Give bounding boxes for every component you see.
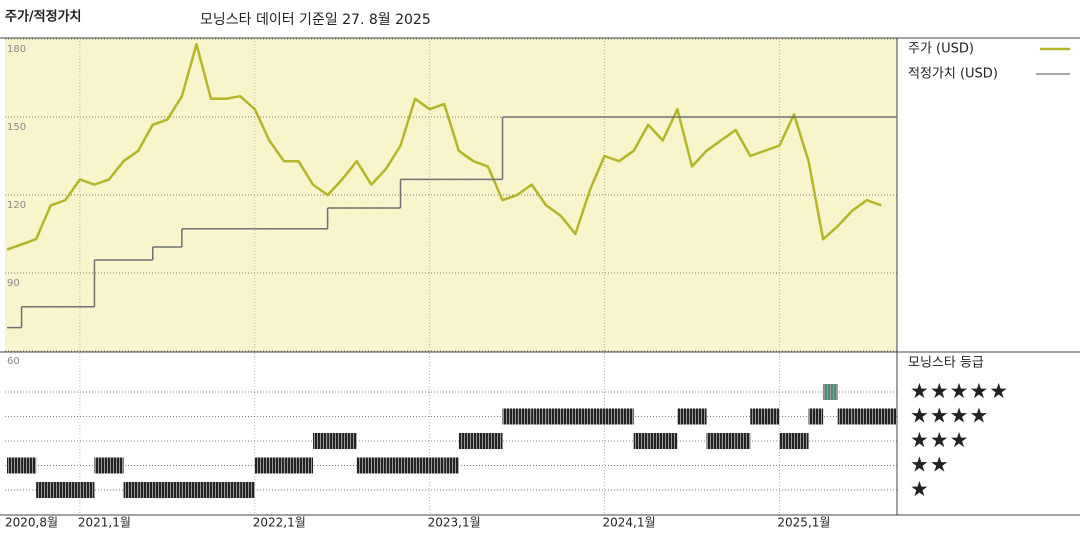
- rating-bar: [648, 433, 663, 449]
- rating-bar: [502, 408, 518, 425]
- x-tick-label: 2022,1월: [253, 516, 306, 530]
- rating-title: 모닝스타 등급: [908, 356, 984, 371]
- rating-bar: [662, 433, 678, 449]
- rating-level-label: ★★: [910, 453, 950, 477]
- rating-bar: [94, 457, 110, 474]
- rating-bar: [79, 482, 95, 498]
- rating-bar: [444, 457, 459, 474]
- x-tick-label: 2020,8월: [5, 516, 58, 530]
- rating-bar: [633, 433, 649, 449]
- rating-bar: [852, 408, 867, 425]
- rating-bar: [196, 482, 212, 498]
- rating-bar: [327, 433, 343, 449]
- rating-bar: [7, 457, 22, 474]
- rating-bar: [269, 457, 284, 474]
- rating-bar: [735, 433, 751, 449]
- rating-bar: [604, 408, 620, 425]
- rating-bar: [677, 408, 692, 425]
- rating-bar: [517, 408, 532, 425]
- legend-label: 주가 (USD): [908, 42, 974, 57]
- rating-bar: [823, 384, 838, 400]
- rating-bar: [866, 408, 882, 425]
- rating-bar: [356, 457, 372, 474]
- y-tick-label: 180: [7, 44, 26, 55]
- rating-bar: [385, 457, 401, 474]
- chart-title: 주가/적정가치: [5, 9, 82, 25]
- rating-bar: [764, 408, 780, 425]
- rating-bar: [619, 408, 634, 425]
- rating-bar: [21, 457, 37, 474]
- rating-bar: [721, 433, 736, 449]
- x-tick-label: 2024,1월: [603, 516, 656, 530]
- rating-bar: [706, 433, 722, 449]
- rating-bar: [779, 433, 794, 449]
- rating-bar: [473, 433, 488, 449]
- rating-bar: [793, 433, 809, 449]
- price-line: [6, 42, 882, 251]
- rating-bar: [400, 457, 416, 474]
- rating-bar: [429, 457, 445, 474]
- rating-bar: [254, 457, 270, 474]
- rating-bar: [313, 433, 328, 449]
- x-tick-label: 2025,1월: [777, 516, 830, 530]
- y-tick-label: 150: [7, 122, 26, 133]
- rating-bar: [138, 482, 153, 498]
- rating-bar: [109, 457, 124, 474]
- x-tick-label: 2021,1월: [78, 516, 131, 530]
- x-tick-label: 2023,1월: [428, 516, 481, 530]
- y-tick-label: 90: [7, 278, 20, 289]
- rating-bar: [487, 433, 503, 449]
- y-tick-label: 120: [7, 200, 26, 211]
- rating-bar: [837, 408, 853, 425]
- rating-bar: [298, 457, 314, 474]
- rating-level-label: ★★★★★: [910, 379, 1009, 403]
- rating-bar: [283, 457, 299, 474]
- rating-bar: [589, 408, 605, 425]
- rating-level-label: ★★★★: [910, 404, 989, 428]
- rating-bar: [881, 408, 896, 425]
- rating-bar: [531, 408, 547, 425]
- rating-bar: [342, 433, 357, 449]
- rating-bar: [225, 482, 241, 498]
- rating-level-label: ★★★: [910, 428, 969, 452]
- rating-bar: [211, 482, 226, 498]
- legend-label: 적정가치 (USD): [908, 67, 998, 82]
- rating-bar: [36, 482, 51, 498]
- rating-bar: [808, 408, 824, 425]
- rating-bar: [560, 408, 576, 425]
- rating-bar: [691, 408, 707, 425]
- plot-background: [5, 38, 897, 352]
- chart-subtitle: 모닝스타 데이터 기준일 27. 8월 2025: [200, 12, 431, 28]
- rating-bar: [750, 408, 765, 425]
- rating-bar: [167, 482, 182, 498]
- rating-bar: [240, 482, 255, 498]
- rating-bar: [123, 482, 139, 498]
- rating-bar: [65, 482, 80, 498]
- rating-bar: [458, 433, 474, 449]
- y-tick-label: 60: [7, 356, 20, 367]
- rating-level-label: ★: [910, 477, 930, 501]
- rating-bar: [50, 482, 66, 498]
- rating-bar: [415, 457, 430, 474]
- rating-bar: [371, 457, 386, 474]
- rating-bar: [152, 482, 168, 498]
- rating-bar: [181, 482, 197, 498]
- rating-bar: [546, 408, 561, 425]
- rating-bar: [575, 408, 590, 425]
